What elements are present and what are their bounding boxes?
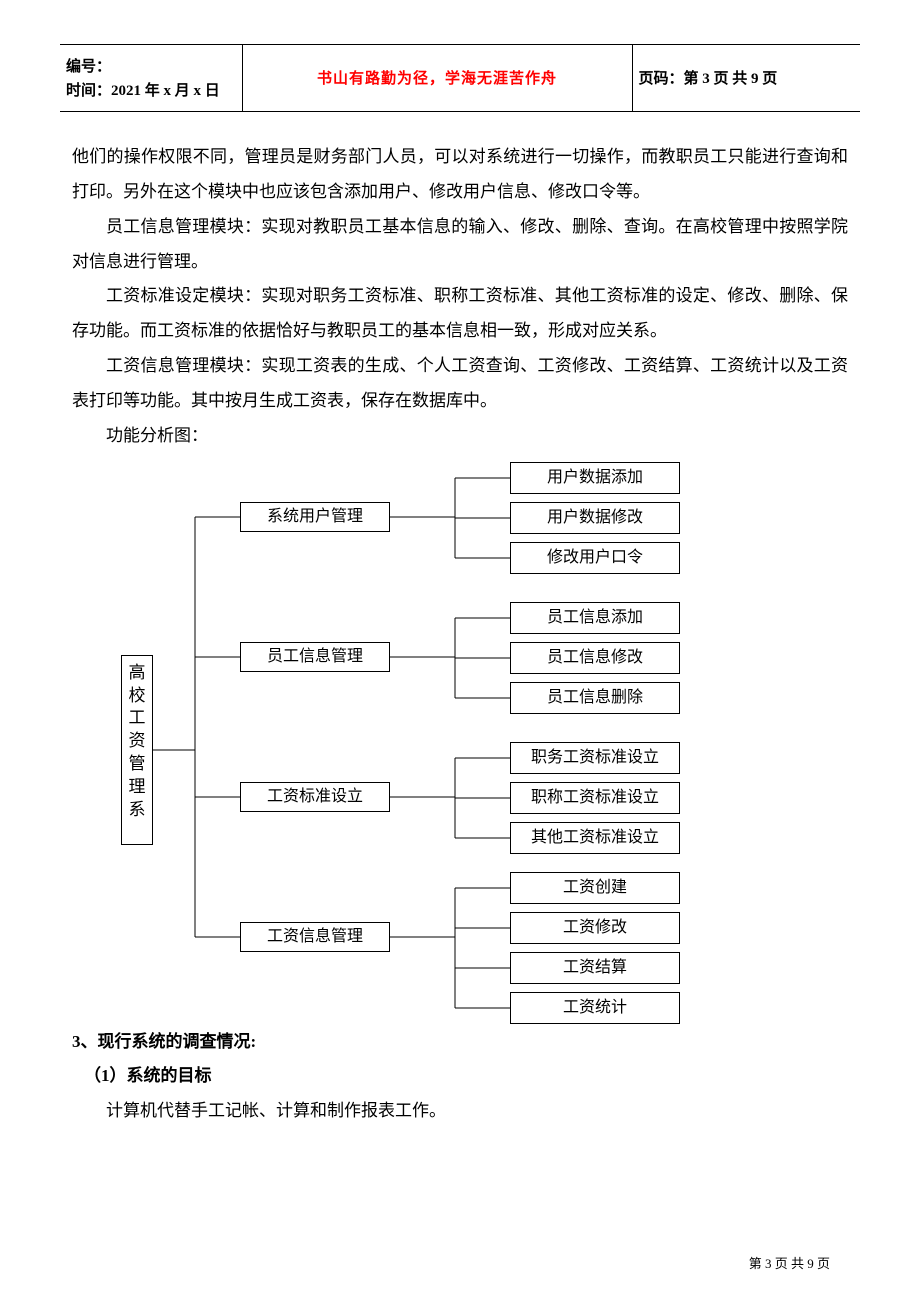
- footer-page: 第 3 页 共 9 页: [749, 1253, 830, 1272]
- paragraph-4: 工资信息管理模块：实现工资表的生成、个人工资查询、工资修改、工资结算、工资统计以…: [72, 349, 848, 419]
- header-motto: 书山有路勤为径，学海无涯苦作舟: [242, 45, 632, 112]
- paragraph-5: 功能分析图：: [72, 419, 848, 454]
- date-label: 时间：2021 年 x 月 x 日: [66, 79, 236, 103]
- module-box-4: 工资信息管理: [240, 922, 390, 952]
- leaf-3-1: 职务工资标准设立: [510, 742, 680, 774]
- leaf-4-4: 工资统计: [510, 992, 680, 1024]
- leaf-4-1: 工资创建: [510, 872, 680, 904]
- leaf-4-2: 工资修改: [510, 912, 680, 944]
- leaf-3-3: 其他工资标准设立: [510, 822, 680, 854]
- code-label: 编号：: [66, 55, 236, 79]
- header-left-cell: 编号： 时间：2021 年 x 月 x 日: [60, 45, 242, 112]
- module-box-1: 系统用户管理: [240, 502, 390, 532]
- heading-3: 3、现行系统的调查情况:: [72, 1025, 848, 1060]
- headings-block: 3、现行系统的调查情况: （1）系统的目标 计算机代替手工记帐、计算和制作报表工…: [60, 1025, 860, 1130]
- module-box-3: 工资标准设立: [240, 782, 390, 812]
- header-page-label: 页码：第 3 页 共 9 页: [632, 45, 860, 112]
- leaf-1-3: 修改用户口令: [510, 542, 680, 574]
- paragraph-3: 工资标准设定模块：实现对职务工资标准、职称工资标准、其他工资标准的设定、修改、删…: [72, 279, 848, 349]
- leaf-2-3: 员工信息删除: [510, 682, 680, 714]
- body-text: 他们的操作权限不同，管理员是财务部门人员，可以对系统进行一切操作，而教职员工只能…: [60, 140, 860, 454]
- paragraph-2: 员工信息管理模块：实现对教职员工基本信息的输入、修改、删除、查询。在高校管理中按…: [72, 210, 848, 280]
- heading-3-1: （1）系统的目标: [84, 1059, 848, 1094]
- leaf-2-1: 员工信息添加: [510, 602, 680, 634]
- module-box-2: 员工信息管理: [240, 642, 390, 672]
- leaf-1-1: 用户数据添加: [510, 462, 680, 494]
- leaf-2-2: 员工信息修改: [510, 642, 680, 674]
- paragraph-1: 他们的操作权限不同，管理员是财务部门人员，可以对系统进行一切操作，而教职员工只能…: [72, 140, 848, 210]
- leaf-4-3: 工资结算: [510, 952, 680, 984]
- paragraph-6: 计算机代替手工记帐、计算和制作报表工作。: [72, 1094, 848, 1129]
- diagram-root: 高校工资管理系: [121, 655, 153, 845]
- function-diagram: 高校工资管理系 系统用户管理 员工信息管理 工资标准设立 工资信息管理 用户数据…: [60, 460, 860, 1025]
- header-table: 编号： 时间：2021 年 x 月 x 日 书山有路勤为径，学海无涯苦作舟 页码…: [60, 44, 860, 112]
- diagram-connectors: [60, 460, 860, 1025]
- leaf-3-2: 职称工资标准设立: [510, 782, 680, 814]
- page-container: 编号： 时间：2021 年 x 月 x 日 书山有路勤为径，学海无涯苦作舟 页码…: [0, 0, 920, 1129]
- leaf-1-2: 用户数据修改: [510, 502, 680, 534]
